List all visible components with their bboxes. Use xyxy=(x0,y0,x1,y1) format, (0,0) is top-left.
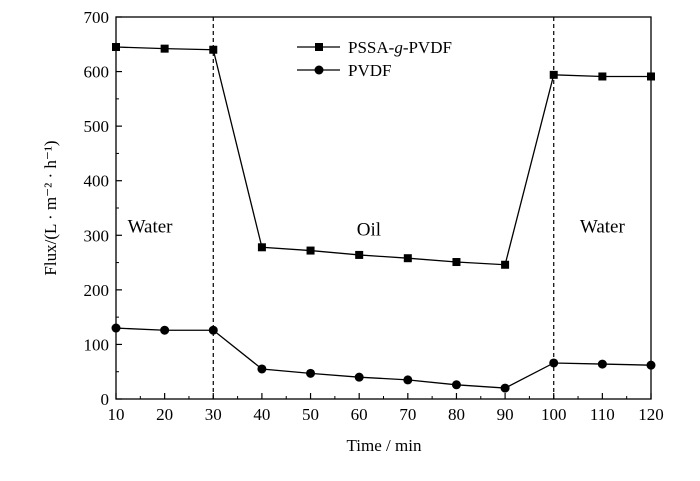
legend-label-pssa-g-pvdf: PSSA-g-PVDF xyxy=(348,38,452,57)
x-tick-label: 60 xyxy=(351,405,368,424)
data-point-square xyxy=(501,260,510,269)
y-tick-label: 600 xyxy=(84,63,110,82)
data-point-circle xyxy=(257,364,267,374)
data-point-square xyxy=(209,45,218,54)
data-point-circle xyxy=(597,359,607,369)
data-point-circle xyxy=(208,325,218,335)
data-point-square xyxy=(306,246,315,255)
data-point-square xyxy=(452,258,461,267)
y-tick-label: 400 xyxy=(84,172,110,191)
legend-label-pssa-italic: g xyxy=(394,38,403,57)
series-lines xyxy=(115,46,652,389)
data-point-square xyxy=(160,44,169,53)
data-point-circle xyxy=(160,325,170,335)
data-point-circle xyxy=(549,358,559,368)
y-tick-label: 700 xyxy=(84,8,110,27)
x-tick-label: 90 xyxy=(497,405,514,424)
series-line xyxy=(115,46,651,266)
y-tick-label: 200 xyxy=(84,281,110,300)
x-tick-label: 40 xyxy=(253,405,270,424)
region-label: Water xyxy=(128,217,174,238)
data-point-circle xyxy=(500,383,510,393)
legend-marker-circle xyxy=(314,65,324,75)
x-tick-label: 70 xyxy=(399,405,416,424)
data-point-circle xyxy=(403,375,413,385)
legend-marker-square xyxy=(315,43,323,51)
x-tick-label: 120 xyxy=(638,405,664,424)
phase-divider-lines xyxy=(212,17,555,399)
y-tick-label: 100 xyxy=(84,335,110,354)
x-tick-label: 80 xyxy=(448,405,465,424)
x-tick-label: 20 xyxy=(156,405,173,424)
x-tick-label: 100 xyxy=(541,405,567,424)
series-markers xyxy=(111,43,656,393)
data-point-square xyxy=(257,243,266,252)
region-labels: Water Oil Water xyxy=(128,217,626,241)
y-tick-label: 0 xyxy=(101,390,110,409)
x-tick-label: 110 xyxy=(590,405,615,424)
data-point-square xyxy=(549,70,558,79)
data-point-circle xyxy=(354,372,364,382)
legend-label-pssa-suffix: -PVDF xyxy=(403,38,452,57)
region-label: Water xyxy=(580,217,626,238)
x-axis-ticks: 10 20 30 40 50 60 70 80 90 100 110 120 xyxy=(108,393,664,424)
legend: PSSA-g-PVDF PVDF xyxy=(297,38,452,80)
x-tick-label: 10 xyxy=(108,405,125,424)
data-point-circle xyxy=(451,380,461,390)
data-point-circle xyxy=(306,368,316,378)
x-tick-label: 50 xyxy=(302,405,319,424)
y-axis-title: Flux/(L · m⁻² · h⁻¹) xyxy=(41,140,60,275)
series-line xyxy=(115,327,652,389)
y-axis-ticks: 0 100 200 300 400 500 600 700 xyxy=(84,8,122,409)
data-point-square xyxy=(355,250,364,259)
y-tick-label: 500 xyxy=(84,117,110,136)
legend-label-pssa-prefix: PSSA- xyxy=(348,38,395,57)
x-tick-label: 30 xyxy=(205,405,222,424)
legend-label-pvdf: PVDF xyxy=(348,61,391,80)
data-point-square xyxy=(598,72,607,81)
y-tick-label: 300 xyxy=(84,226,110,245)
data-point-square xyxy=(403,254,412,263)
region-label: Oil xyxy=(357,219,381,240)
x-axis-title: Time / min xyxy=(347,436,422,455)
